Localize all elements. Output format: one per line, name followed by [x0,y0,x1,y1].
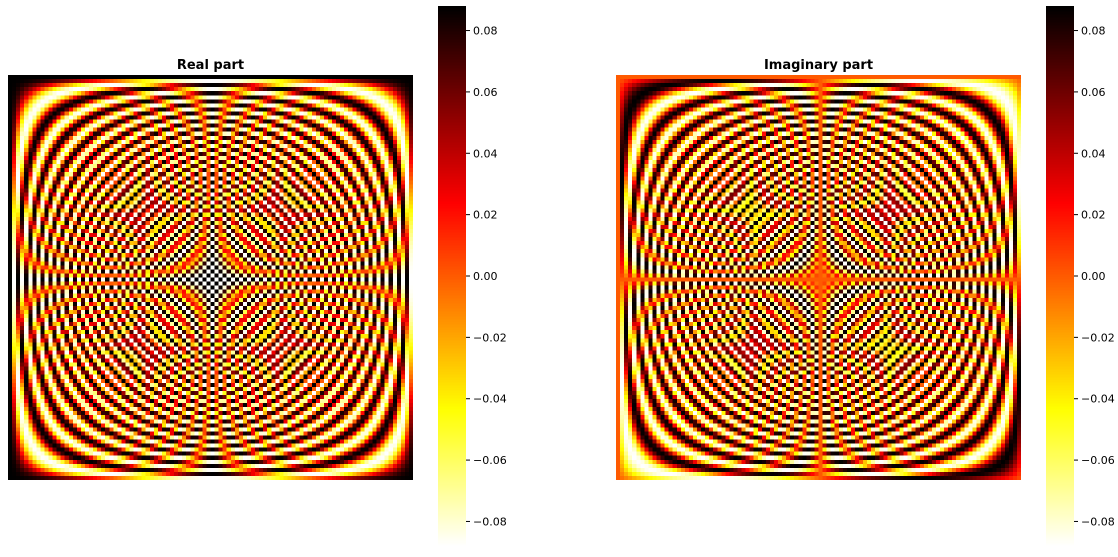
colorbar-tick-label: −0.02 [473,331,507,344]
real-part-heatmap [8,75,413,480]
colorbar-tick-label: 0.06 [1081,86,1106,99]
imaginary-part-title: Imaginary part [763,58,874,73]
colorbar-tick-label: −0.08 [1081,515,1115,528]
colorbar-tick-label: 0.06 [473,86,498,99]
colorbar-tick-label: 0.00 [473,270,498,283]
colorbar-tick-label: −0.02 [1081,331,1115,344]
colorbar-tick-label: −0.06 [1081,454,1115,467]
colorbar-tick-label: 0.04 [1081,147,1106,160]
colorbar-tick-label: 0.02 [473,209,498,222]
colorbar-tick-label: 0.00 [1081,270,1106,283]
imaginary-part-colorbar [1046,6,1074,546]
real-part-colorbar [438,6,466,546]
colorbar-tick-label: −0.04 [1081,393,1115,406]
colorbar-tick-label: −0.06 [473,454,507,467]
colorbar-tick-label: 0.08 [473,25,498,38]
imaginary-part-colorbar-axis: 0.08 0.06 0.04 0.02 0.00 −0.02 −0.04 −0.06 −0.08 [1074,25,1115,528]
colorbar-tick-label: −0.08 [473,515,507,528]
real-part-title: Real part [176,58,245,73]
real-part-colorbar-axis: 0.08 0.06 0.04 0.02 0.00 −0.02 −0.04 −0.06 −0.08 [466,25,507,528]
colorbar-tick-label: 0.02 [1081,209,1106,222]
colorbar-tick-label: −0.04 [473,393,507,406]
colorbar-tick-label: 0.08 [1081,25,1106,38]
colorbar-tick-label: 0.04 [473,147,498,160]
imaginary-part-heatmap [616,75,1021,480]
